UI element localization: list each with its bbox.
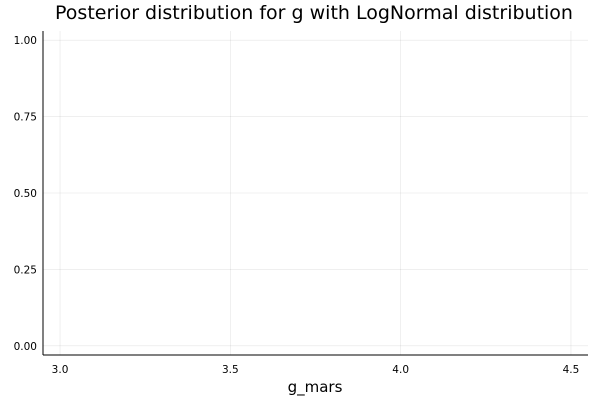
y-tick-label: 0.00 [14, 341, 37, 353]
x-tick-label: 4.0 [392, 364, 409, 376]
x-tick-label: 3.0 [52, 364, 69, 376]
y-tick-label: 0.75 [14, 112, 37, 124]
x-tick-label: 3.5 [222, 364, 239, 376]
x-tick-label: 4.5 [563, 364, 580, 376]
y-tick-label: 0.50 [14, 188, 37, 200]
y-tick-label: 0.25 [14, 264, 37, 276]
axes [42, 31, 588, 356]
chart-title: Posterior distribution for g with LogNor… [55, 2, 573, 24]
y-tick-labels: 0.00 0.25 0.50 0.75 1.00 [14, 35, 37, 353]
grid [43, 31, 588, 355]
y-tick-label: 1.00 [14, 35, 37, 47]
x-axis-label: g_mars [288, 378, 343, 397]
x-tick-labels: 3.0 3.5 4.0 4.5 [52, 364, 580, 376]
